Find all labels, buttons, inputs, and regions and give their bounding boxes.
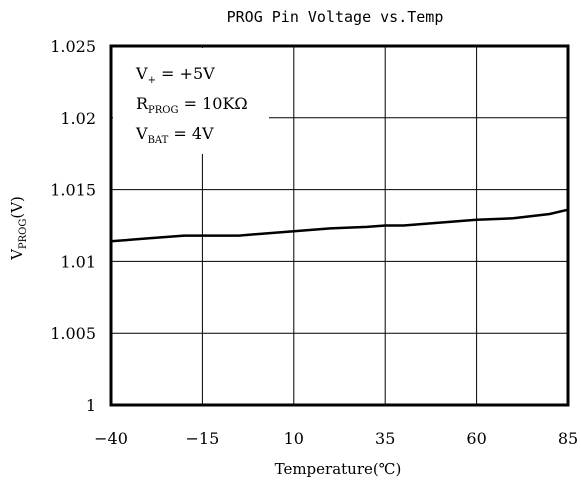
x-axis-label: Temperature(℃) [275,460,402,478]
y-axis-label: VPROG(V) [8,196,29,261]
plot-frame [109,44,570,407]
x-tick-label: −40 [94,429,128,448]
grid-lines [111,46,568,405]
x-tick-label: 10 [284,429,304,448]
y-tick-label: 1 [86,396,96,415]
y-tick-label: 1.02 [60,109,96,128]
annotation-line: V+ = +5V [135,64,215,86]
y-tick-label: 1.015 [50,181,96,200]
x-tick-label: 60 [466,429,486,448]
y-tick-labels: 1 1.005 1.01 1.015 1.02 1.025 [50,37,96,415]
x-tick-label: 85 [558,429,578,448]
annotation-line: VBAT = 4V [135,124,214,146]
x-tick-labels: −40 −15 10 35 60 85 [94,429,578,448]
y-tick-label: 1.005 [50,324,96,343]
annotation-background [113,48,269,154]
chart-title: PROG Pin Voltage vs.Temp [227,8,444,26]
y-tick-label: 1.01 [60,252,96,271]
series-line [110,208,569,243]
series-layer [110,208,569,243]
x-tick-label: 35 [375,429,395,448]
y-tick-label: 1.025 [50,37,96,56]
x-tick-label: −15 [186,429,220,448]
